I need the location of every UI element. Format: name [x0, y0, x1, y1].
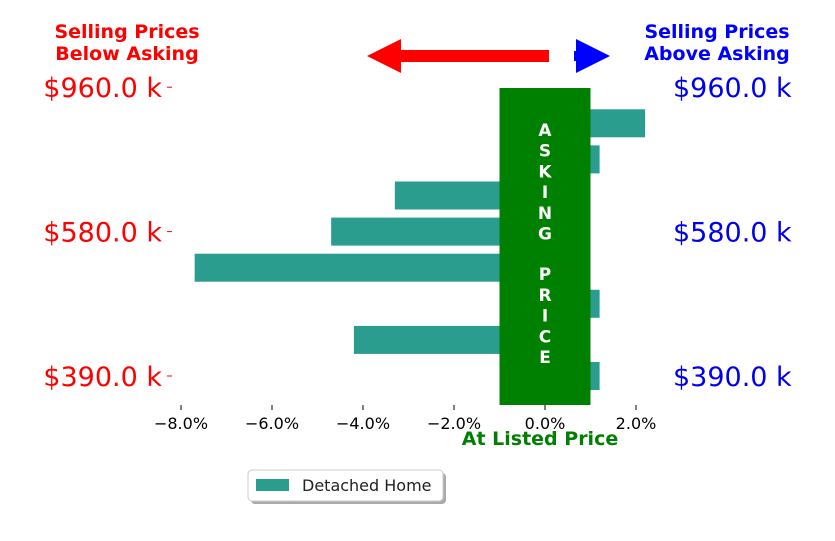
- left-arrow-icon: [367, 39, 549, 73]
- x-tick-label: −2.0%: [427, 414, 481, 433]
- asking-letter: E: [539, 348, 551, 368]
- asking-letter: G: [538, 225, 552, 245]
- asking-price-band: [499, 88, 591, 405]
- right-title-line2: Above Asking: [644, 43, 790, 65]
- left-title-line1: Selling Prices: [54, 21, 199, 43]
- x-axis-ticks: −8.0% −6.0% −4.0% −2.0% 0.0% 2.0%: [154, 405, 656, 433]
- right-title-line1: Selling Prices: [644, 21, 789, 43]
- x-axis-label: At Listed Price: [462, 428, 618, 450]
- asking-letter: P: [539, 265, 551, 285]
- y-axis-labels-left: $390.0 k $580.0 k $960.0 k: [43, 73, 172, 393]
- asking-letter: A: [538, 121, 552, 141]
- x-tick-label: −6.0%: [245, 414, 299, 433]
- bar: [194, 253, 545, 282]
- x-tick-label: −8.0%: [154, 414, 208, 433]
- y-tick-label-left: $960.0 k: [43, 73, 162, 104]
- y-tick-label-right: $960.0 k: [673, 73, 792, 104]
- legend-label: Detached Home: [302, 476, 432, 495]
- asking-letter: I: [542, 183, 548, 203]
- legend: Detached Home: [247, 469, 446, 504]
- left-title-line2: Below Asking: [55, 43, 198, 65]
- legend-swatch: [256, 479, 289, 491]
- asking-letter: R: [538, 286, 551, 306]
- x-tick-label: 0.0%: [525, 414, 566, 433]
- right-arrow-icon: [574, 39, 610, 73]
- asking-letter: S: [539, 142, 551, 162]
- y-tick-label-right: $390.0 k: [673, 362, 792, 393]
- asking-letter: K: [538, 162, 552, 182]
- x-tick-label: 2.0%: [616, 414, 657, 433]
- y-tick-label-left: $580.0 k: [43, 218, 162, 249]
- asking-letter: N: [538, 204, 552, 224]
- y-tick-label-left: $390.0 k: [43, 362, 162, 393]
- x-tick-label: −4.0%: [336, 414, 390, 433]
- y-axis-labels-right: $390.0 k $580.0 k $960.0 k: [673, 73, 792, 393]
- asking-letter: C: [539, 327, 551, 347]
- y-tick-label-right: $580.0 k: [673, 218, 792, 249]
- asking-letter: I: [542, 307, 548, 327]
